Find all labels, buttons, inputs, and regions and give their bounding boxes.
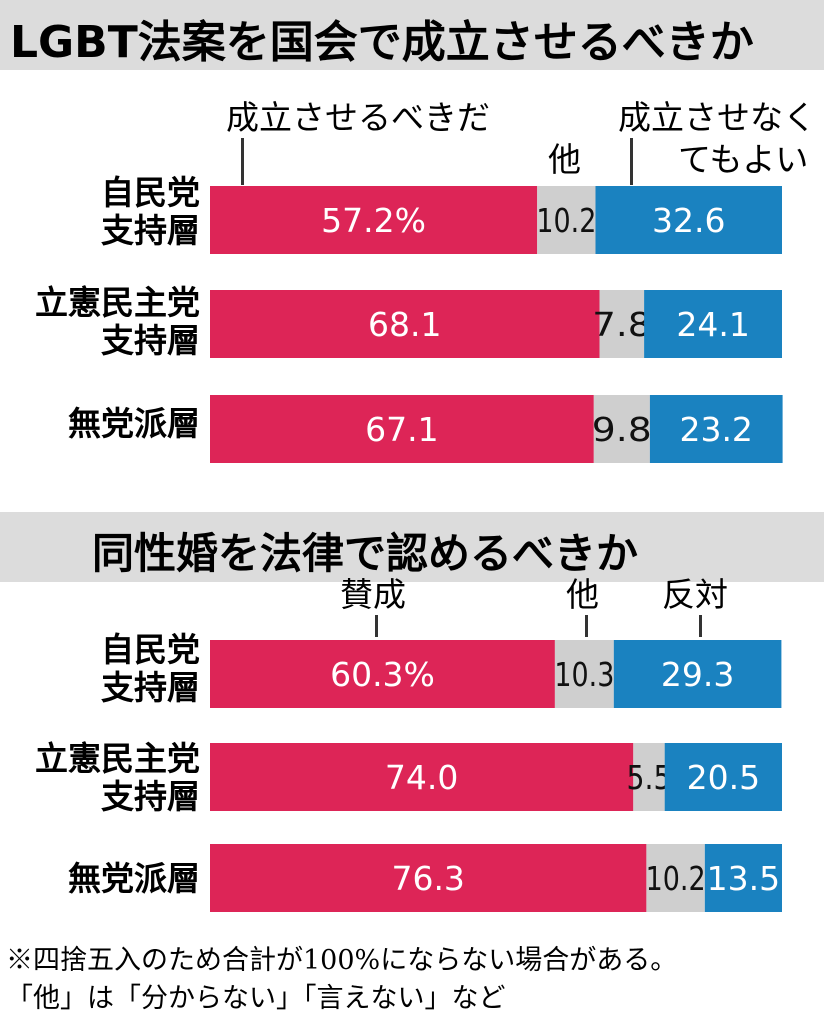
bar-segment-other (599, 290, 645, 358)
row-label-line: 自民党 (101, 630, 200, 669)
row-label-line: 立憲民主党 (35, 739, 200, 778)
bar-segment-support (210, 743, 634, 811)
data-label-support: 76.3 (391, 859, 464, 898)
row-label-line: 無党派層 (68, 404, 200, 443)
chart-title: 同性婚を法律で認めるべきか (92, 529, 639, 578)
row-label-cdp: 立憲民主党 支持層 (0, 740, 200, 816)
row-label-line: 立憲民主党 (35, 283, 200, 322)
bar-segment-support (210, 186, 538, 254)
row-label-independent: 無党派層 (0, 405, 200, 443)
bar-segment-other (537, 186, 596, 254)
data-label-other: 10.2 (536, 201, 596, 240)
data-label-oppose: 20.5 (687, 758, 760, 797)
row-label-line: 支持層 (101, 668, 200, 707)
data-label-oppose: 24.1 (676, 305, 749, 344)
row-label-cdp: 立憲民主党 支持層 (0, 284, 200, 360)
bar-segment-support (210, 844, 647, 912)
legend-label-other: 他 (548, 140, 581, 179)
bar-segment-support (210, 640, 555, 708)
data-label-support: 68.1 (368, 305, 441, 344)
footnote: 「他」は「分からない」「言えない」など (6, 983, 506, 1014)
bar-segment-oppose (649, 395, 783, 463)
bar-segment-oppose (613, 640, 782, 708)
row-label-line: 支持層 (101, 211, 200, 250)
leader-line-oppose (699, 615, 702, 637)
data-label-oppose: 32.6 (652, 201, 725, 240)
data-label-support: 67.1 (365, 410, 438, 449)
leader-line-other (585, 615, 588, 637)
bar-segment-support (210, 290, 600, 358)
legend-label-oppose-line1: 成立させなく (618, 98, 816, 137)
row-label-line: 支持層 (101, 321, 200, 360)
data-label-other: 5.5 (627, 758, 672, 797)
chart-title-bar: 同性婚を法律で認めるべきか (0, 512, 824, 582)
bar-segment-oppose (644, 290, 782, 358)
data-label-oppose: 29.3 (661, 655, 734, 694)
chart-title: LGBT法案を国会で成立させるべきか (10, 17, 754, 68)
row-label-ldp: 自民党 支持層 (0, 631, 200, 707)
bar-segment-other (554, 640, 614, 708)
leader-line-support (241, 138, 244, 185)
leader-line-approve (375, 615, 378, 637)
data-label-oppose: 13.5 (707, 859, 780, 898)
data-label-support: 60.3% (330, 655, 435, 694)
legend-label-oppose-line2: てもよい (678, 140, 809, 179)
leader-line-oppose (630, 138, 633, 185)
data-label-oppose: 23.2 (679, 410, 752, 449)
data-label-other: 7.8 (592, 305, 651, 344)
footnote: ※四捨五入のため合計が100%にならない場合がある。 (6, 945, 678, 976)
legend-label-other: 他 (566, 575, 599, 614)
data-label-other: 10.2 (646, 859, 706, 898)
data-label-other: 9.8 (592, 410, 652, 449)
data-label-support: 74.0 (385, 758, 458, 797)
legend-label-support: 成立させるべきだ (226, 98, 490, 137)
row-label-independent: 無党派層 (0, 860, 200, 898)
chart-title-bar: LGBT法案を国会で成立させるべきか (0, 0, 824, 70)
bar-segment-other (593, 395, 650, 463)
data-label-support: 57.2% (321, 201, 426, 240)
bar-segment-oppose (664, 743, 782, 811)
data-label-other: 10.3 (554, 655, 614, 694)
row-label-ldp: 自民党 支持層 (0, 174, 200, 250)
bar-segment-support (210, 395, 594, 463)
row-label-line: 自民党 (101, 173, 200, 212)
bar-segment-other (646, 844, 705, 912)
legend-label-approve: 賛成 (340, 575, 406, 614)
bar-segment-other (633, 743, 665, 811)
legend-label-oppose: 反対 (662, 575, 728, 614)
bar-segment-oppose (704, 844, 782, 912)
row-label-line: 支持層 (101, 777, 200, 816)
bar-segment-oppose (595, 186, 782, 254)
row-label-line: 無党派層 (68, 859, 200, 898)
